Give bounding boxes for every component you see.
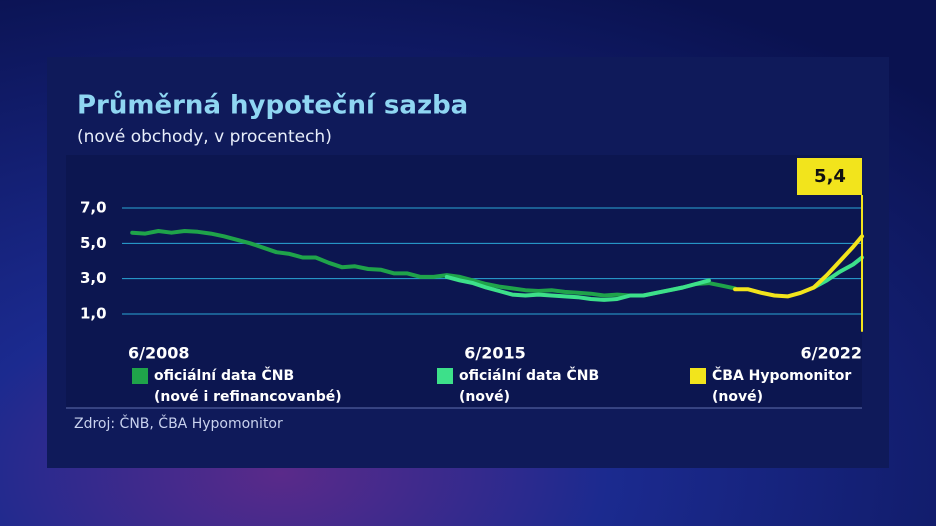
legend-label: ČBA Hypomonitor: [712, 366, 851, 384]
legend-label: oficiální data ČNB: [154, 366, 294, 384]
legend-detail: (nové i refinancovanbé): [154, 389, 342, 405]
value-label: 5,4: [814, 166, 846, 187]
chart-subtitle: (nové obchody, v procentech): [77, 127, 332, 147]
series-line: [444, 274, 711, 302]
y-tick-label: 3,0: [80, 269, 107, 287]
legend-swatch: [690, 368, 706, 384]
callout-box: [797, 158, 862, 195]
legend-swatch: [132, 368, 148, 384]
chart-title: Průměrná hypoteční sazba: [77, 90, 468, 121]
legend-detail: (nové): [712, 389, 763, 405]
series-line: [811, 255, 864, 290]
y-tick-label: 7,0: [80, 198, 107, 216]
legend-swatch: [437, 368, 453, 384]
x-tick-label: 6/2008: [128, 344, 190, 363]
y-tick-label: 1,0: [80, 305, 107, 323]
series-line: [733, 234, 864, 299]
x-tick-label: 6/2015: [464, 344, 526, 363]
y-tick-label: 5,0: [80, 234, 107, 252]
legend-label: oficiální data ČNB: [459, 366, 599, 384]
x-tick-label: 6/2022: [800, 344, 862, 363]
legend-detail: (nové): [459, 389, 510, 405]
source: Zdroj: ČNB, ČBA Hypomonitor: [74, 414, 283, 432]
